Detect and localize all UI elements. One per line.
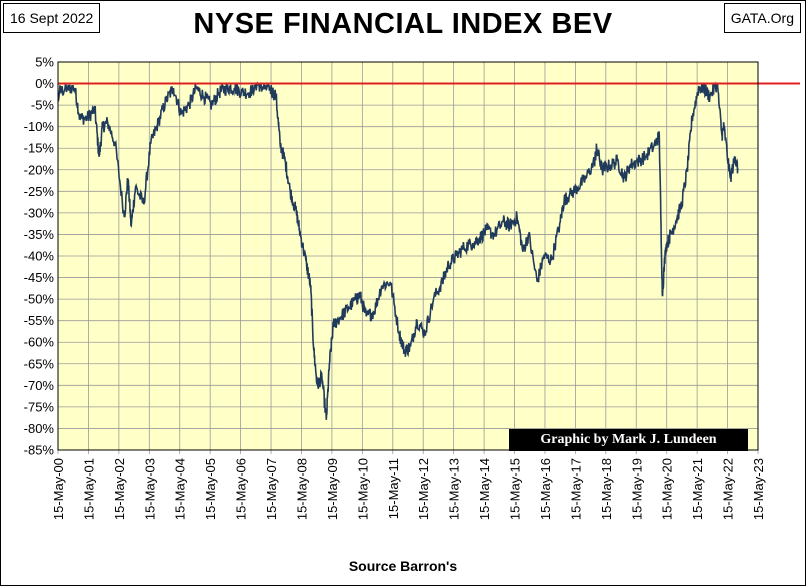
x-tick-label: 15-May-01 bbox=[81, 458, 96, 520]
y-axis-tick-labels: 5% 0% -5% -10% -15% -20% -25% -30% -35% -40% -45% -… bbox=[24, 55, 55, 458]
source-label: Source Barron's bbox=[348, 558, 458, 574]
y-tick-label: -20% bbox=[24, 162, 55, 177]
y-tick-label: -50% bbox=[24, 292, 55, 307]
x-tick-label: 15-May-00 bbox=[51, 458, 66, 520]
x-tick-label: 15-May-02 bbox=[112, 458, 127, 520]
y-tick-label: 5% bbox=[35, 55, 54, 70]
x-tick-label: 15-May-15 bbox=[508, 458, 523, 520]
x-tick-label: 15-May-21 bbox=[690, 458, 705, 520]
x-tick-label: 15-May-11 bbox=[386, 458, 401, 519]
y-tick-label: -45% bbox=[24, 270, 55, 285]
x-tick-label: 15-May-14 bbox=[477, 458, 492, 520]
y-tick-label: -35% bbox=[24, 227, 55, 242]
y-tick-label: 0% bbox=[35, 76, 54, 91]
y-tick-label: -55% bbox=[24, 313, 55, 328]
x-tick-label: 15-May-22 bbox=[721, 458, 736, 520]
y-tick-label: -75% bbox=[24, 399, 55, 414]
series-line bbox=[57, 81, 739, 420]
chart-title: NYSE FINANCIAL INDEX BEV bbox=[193, 8, 613, 40]
x-tick-label: 15-May-17 bbox=[568, 458, 583, 520]
credit-label: Graphic by Mark J. Lundeen bbox=[509, 429, 748, 451]
x-tick-label: 15-May-18 bbox=[599, 458, 614, 520]
x-tick-label: 15-May-12 bbox=[416, 458, 431, 520]
y-tick-label: -15% bbox=[24, 141, 55, 156]
x-tick-label: 15-May-16 bbox=[538, 458, 553, 520]
y-tick-label: -85% bbox=[24, 443, 55, 458]
x-tick-label: 15-May-03 bbox=[142, 458, 157, 520]
x-tick-label: 15-May-13 bbox=[447, 458, 462, 520]
y-tick-label: -25% bbox=[24, 184, 55, 199]
x-tick-label: 15-May-23 bbox=[751, 458, 766, 520]
site-label: GATA.Org bbox=[723, 3, 801, 33]
plot-border bbox=[57, 61, 759, 451]
x-tick-label: 15-May-10 bbox=[355, 458, 370, 520]
y-tick-label: -30% bbox=[24, 205, 55, 220]
y-tick-label: -40% bbox=[24, 249, 55, 264]
x-tick-label: 15-May-20 bbox=[660, 458, 675, 520]
x-tick-label: 15-May-07 bbox=[264, 458, 279, 520]
y-tick-label: -70% bbox=[24, 378, 55, 393]
y-tick-label: -10% bbox=[24, 119, 55, 134]
x-tick-label: 15-May-04 bbox=[173, 458, 188, 520]
y-tick-label: -80% bbox=[24, 421, 55, 436]
date-label: 16 Sept 2022 bbox=[3, 3, 101, 33]
x-tick-label: 15-May-08 bbox=[294, 458, 309, 520]
x-tick-label: 15-May-06 bbox=[234, 458, 249, 520]
x-axis-tick-labels: 15-May-00 15-May-01 15-May-02 15-May-03 15-M… bbox=[51, 458, 766, 520]
x-tick-label: 15-May-09 bbox=[325, 458, 340, 520]
x-tick-label: 15-May-19 bbox=[629, 458, 644, 520]
y-tick-label: -5% bbox=[31, 98, 55, 113]
y-tick-label: -60% bbox=[24, 335, 55, 350]
x-tick-label: 15-May-05 bbox=[203, 458, 218, 520]
y-tick-label: -65% bbox=[24, 356, 55, 371]
